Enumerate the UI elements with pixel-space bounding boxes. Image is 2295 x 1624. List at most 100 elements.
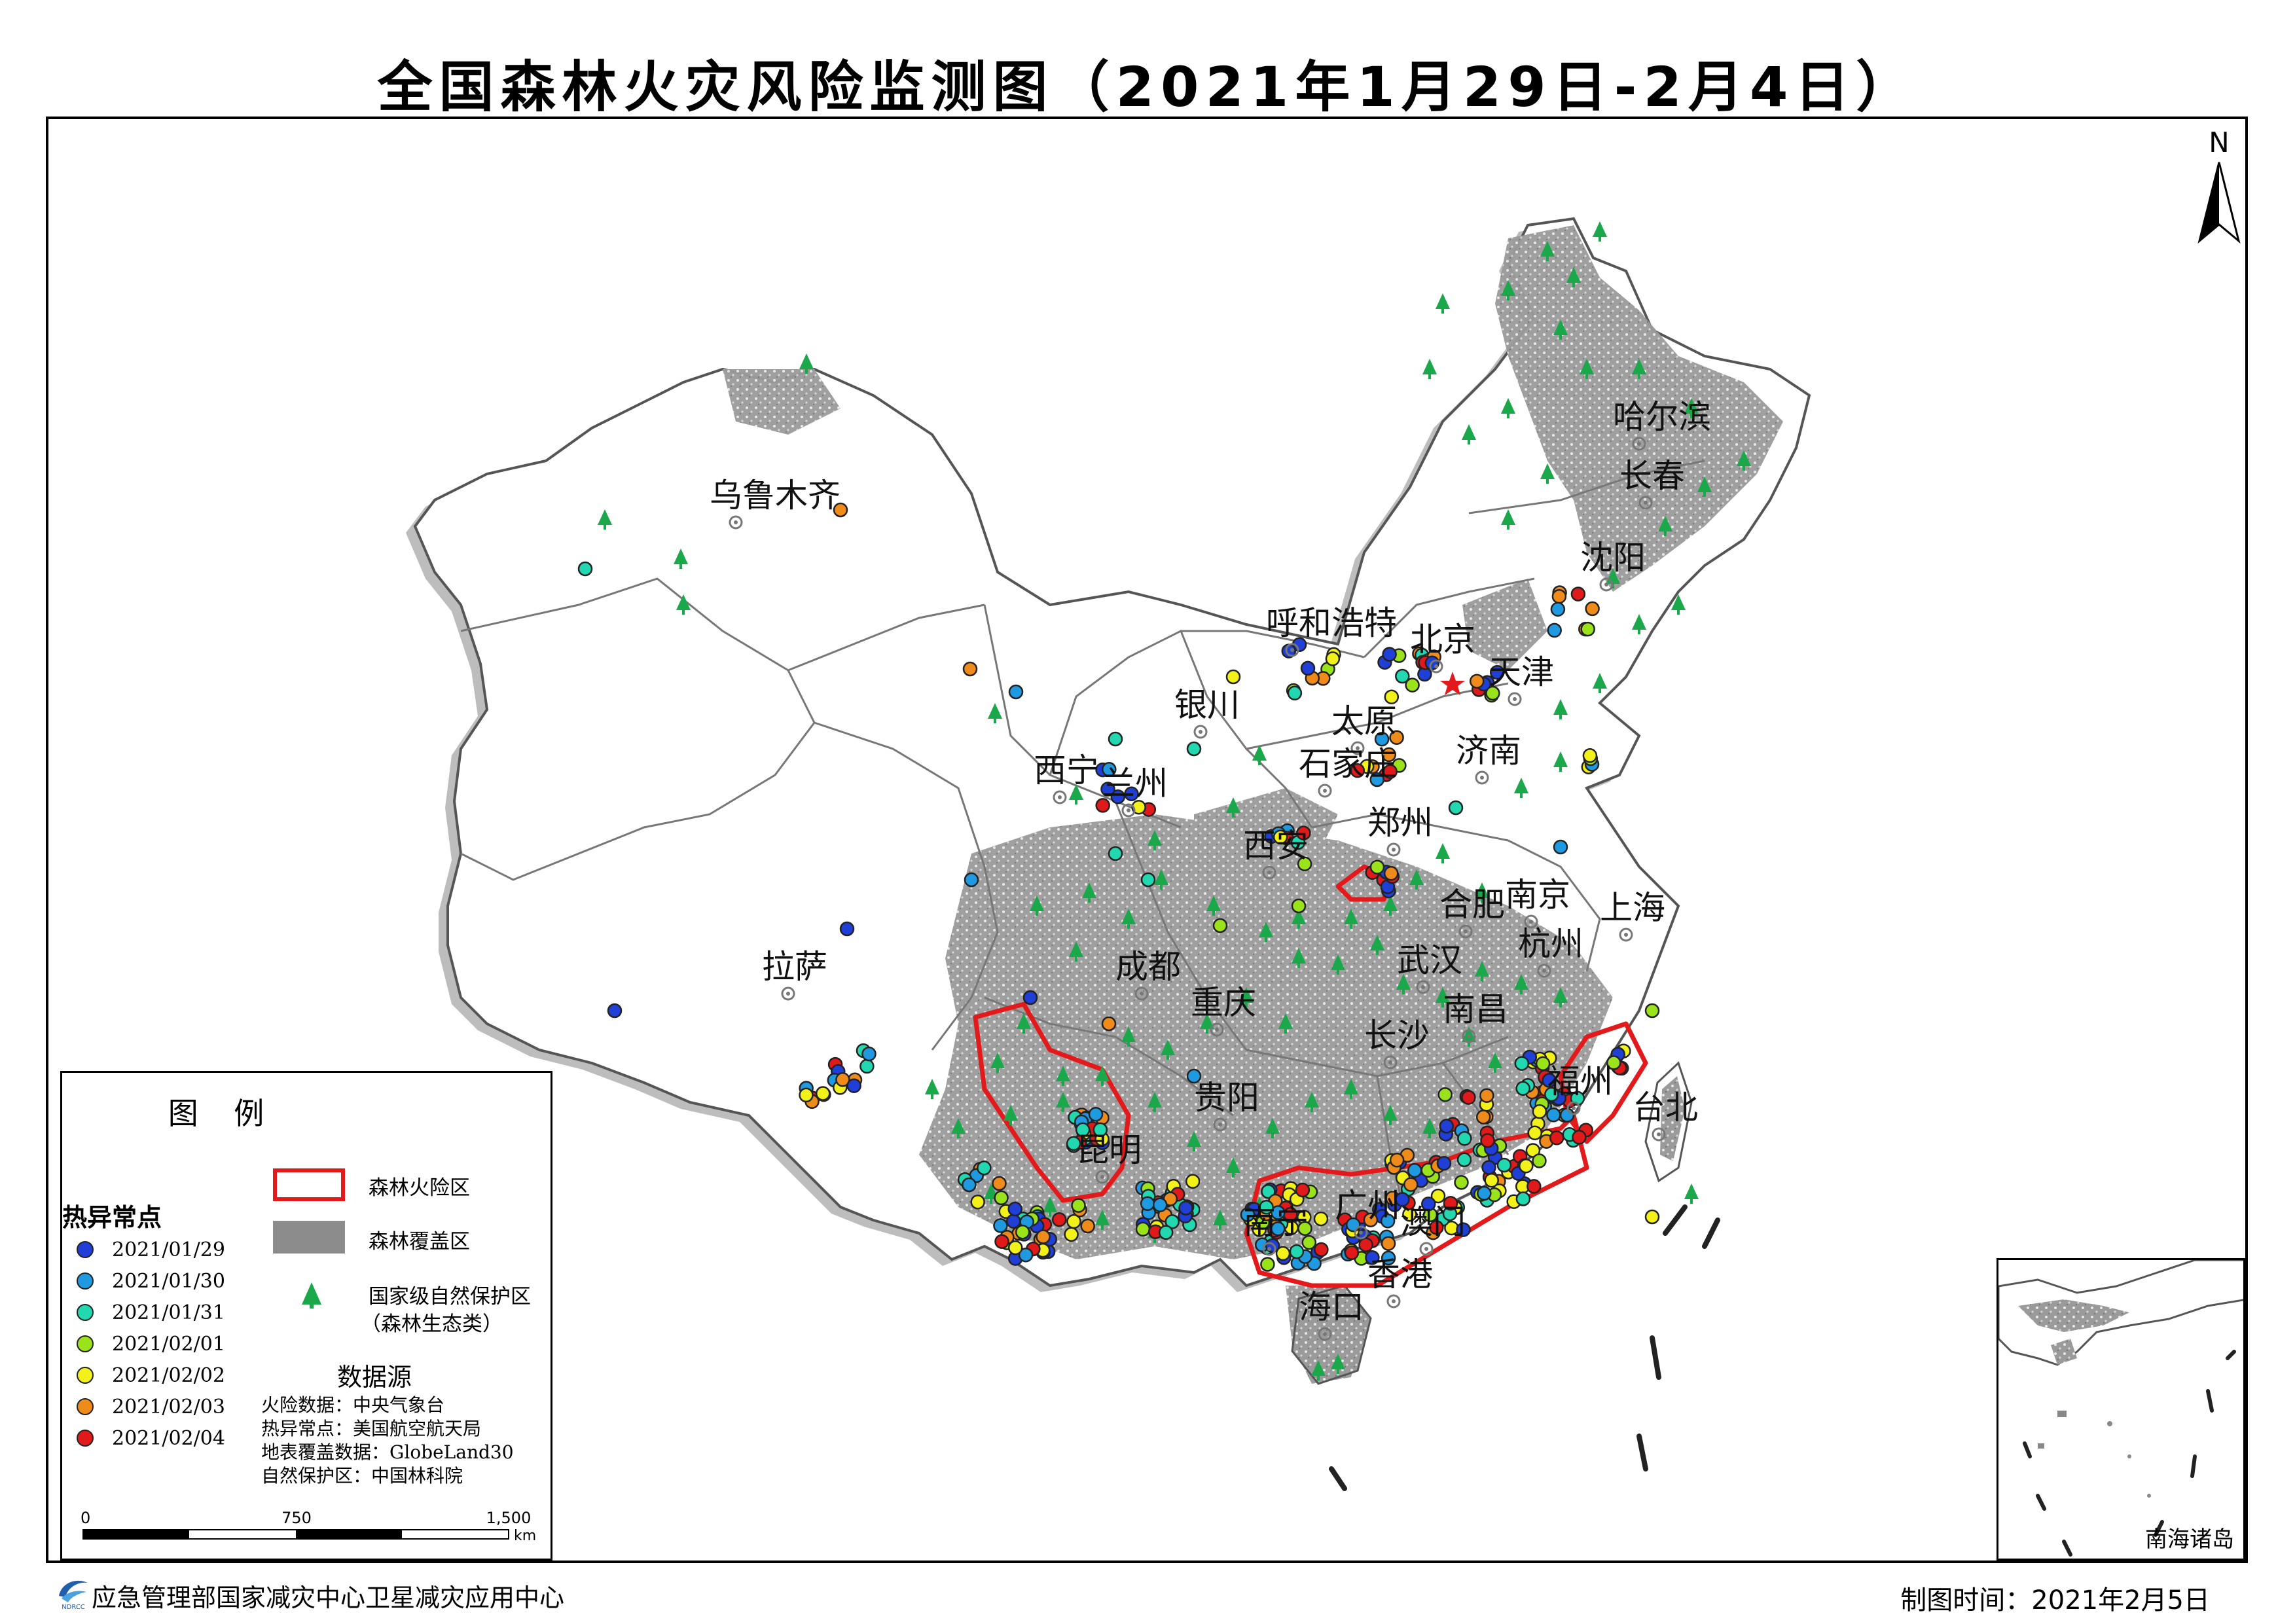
hotspot-point [1485,685,1500,701]
city-dot-icon [1638,496,1653,510]
tree-icon [1396,974,1411,994]
hotspot-point [1008,684,1024,700]
hotspot-point [1389,1153,1405,1168]
hotspot-point [1152,1197,1168,1213]
hotspot-point [1489,664,1505,680]
tree-icon [1501,398,1515,418]
city-marker: 郑州 [1367,804,1433,857]
tree-icon [1593,673,1607,693]
hotspot-point [1544,1087,1559,1102]
tree-icon [1259,922,1273,942]
city-marker: 澳门 [1400,1203,1466,1256]
hotspot-point [1066,1136,1081,1151]
hotspot-point [1395,1192,1410,1207]
city-name: 西安 [1243,827,1309,865]
city-marker: 济南 [1456,732,1521,785]
hotspot-point [859,1058,875,1074]
hotspot-point [1606,1055,1621,1070]
hotspot-point [1525,1143,1541,1158]
tree-icon [1148,1092,1162,1112]
city-marker: 福州 [1547,1062,1613,1115]
hotspot-point [964,872,979,888]
hotspot-point [1036,1229,1051,1244]
tree-icon [1069,941,1083,962]
city-name: 广州 [1335,1187,1400,1225]
hotspot-point [1095,798,1110,813]
city-name: 澳门 [1400,1203,1466,1241]
data-source-1: 火险数据：中央气象台 [261,1394,445,1416]
tree-icon [1422,359,1437,379]
forest-symbol [273,1221,345,1254]
hotspot-dot-icon [77,1398,94,1415]
hotspot-point [833,502,848,518]
hotspot-point [1381,1236,1396,1251]
tree-icon [1069,784,1083,804]
hotspot-point [1071,1198,1086,1213]
tree-icon [1331,1354,1345,1374]
tree-icon [1239,987,1254,1007]
hotspot-point [1421,1196,1436,1212]
tree-icon [1331,954,1345,975]
hotspot-point [1363,1212,1379,1227]
hotspot-point [1140,1196,1155,1212]
tree-icon [1292,948,1306,968]
hotspot-point [1381,1250,1396,1266]
hotspot-point [1240,1207,1256,1222]
tree-icon [1278,1013,1293,1034]
hotspot-point [1212,918,1228,933]
tree-icon [1226,1157,1240,1178]
hotspot-point [1007,1240,1023,1255]
city-name: 长沙 [1364,1017,1430,1055]
hotspot-legend-item: 2021/02/04 [77,1425,225,1451]
scale-tick-0: 0 [81,1509,90,1527]
city-dot-icon [729,515,743,530]
data-source-2: 热异常点：美国航空航天局 [261,1418,482,1439]
city-dot-icon [1053,790,1067,804]
city-marker: 沈阳 [1580,539,1646,592]
tree-icon [1514,778,1528,798]
tree-icon [1436,843,1450,863]
tree-icon [1003,1105,1018,1125]
hotspot-point [1389,730,1404,745]
hotspot-point [1553,839,1568,855]
city-name: 乌鲁木齐 [710,477,840,514]
tree-icon [1082,882,1096,903]
city-name: 沈阳 [1580,539,1646,577]
hotspot-point [1275,1246,1291,1261]
tree-icon [674,549,688,569]
tree-icon [1436,293,1450,314]
tree-icon [1462,424,1476,444]
hotspot-point [1100,782,1115,797]
tree-icon [951,1118,966,1138]
hotspot-point [1158,1225,1174,1240]
hotspot-point [1496,1157,1512,1173]
tree-icon [1305,1092,1319,1112]
hotspot-point [1384,689,1400,704]
legend-title: 图 例 [168,1096,278,1131]
hotspot-point [1443,1196,1458,1211]
city-name: 银川 [1174,686,1240,724]
hotspot-point [1271,1205,1286,1220]
hotspot-point [815,1086,831,1101]
hotspot-point [1131,799,1146,815]
city-name: 香港 [1367,1255,1433,1293]
city-dot-icon [1350,741,1365,755]
hotspot-point [1301,1235,1317,1250]
city-name: 长春 [1619,457,1685,495]
hotspot-point [1535,1056,1551,1072]
city-dot-icon [1383,1055,1398,1070]
hotspot-point [993,1218,1008,1233]
hotspot-point [1296,825,1311,840]
tree-icon [1383,1105,1398,1125]
tree-icon [1553,751,1568,772]
hotspot-point [577,561,593,577]
risk-area-label: 森林火险区 [369,1176,470,1200]
city-marker: 哈尔滨 [1613,398,1711,451]
city-marker: 合肥 [1439,886,1505,939]
hotspot-point [1551,588,1567,604]
map-frame[interactable]: 乌鲁木齐 哈尔滨 长春 沈阳 呼和浩特 北京 天津 银川 太原 石家庄 济南 西宁 兰州 郑州 西安 合肥 南京… [46,117,2248,1563]
city-marker: 广州 [1335,1187,1400,1240]
hotspot-date-label: 2021/02/03 [112,1395,225,1418]
hotspot-point [1484,1172,1499,1188]
